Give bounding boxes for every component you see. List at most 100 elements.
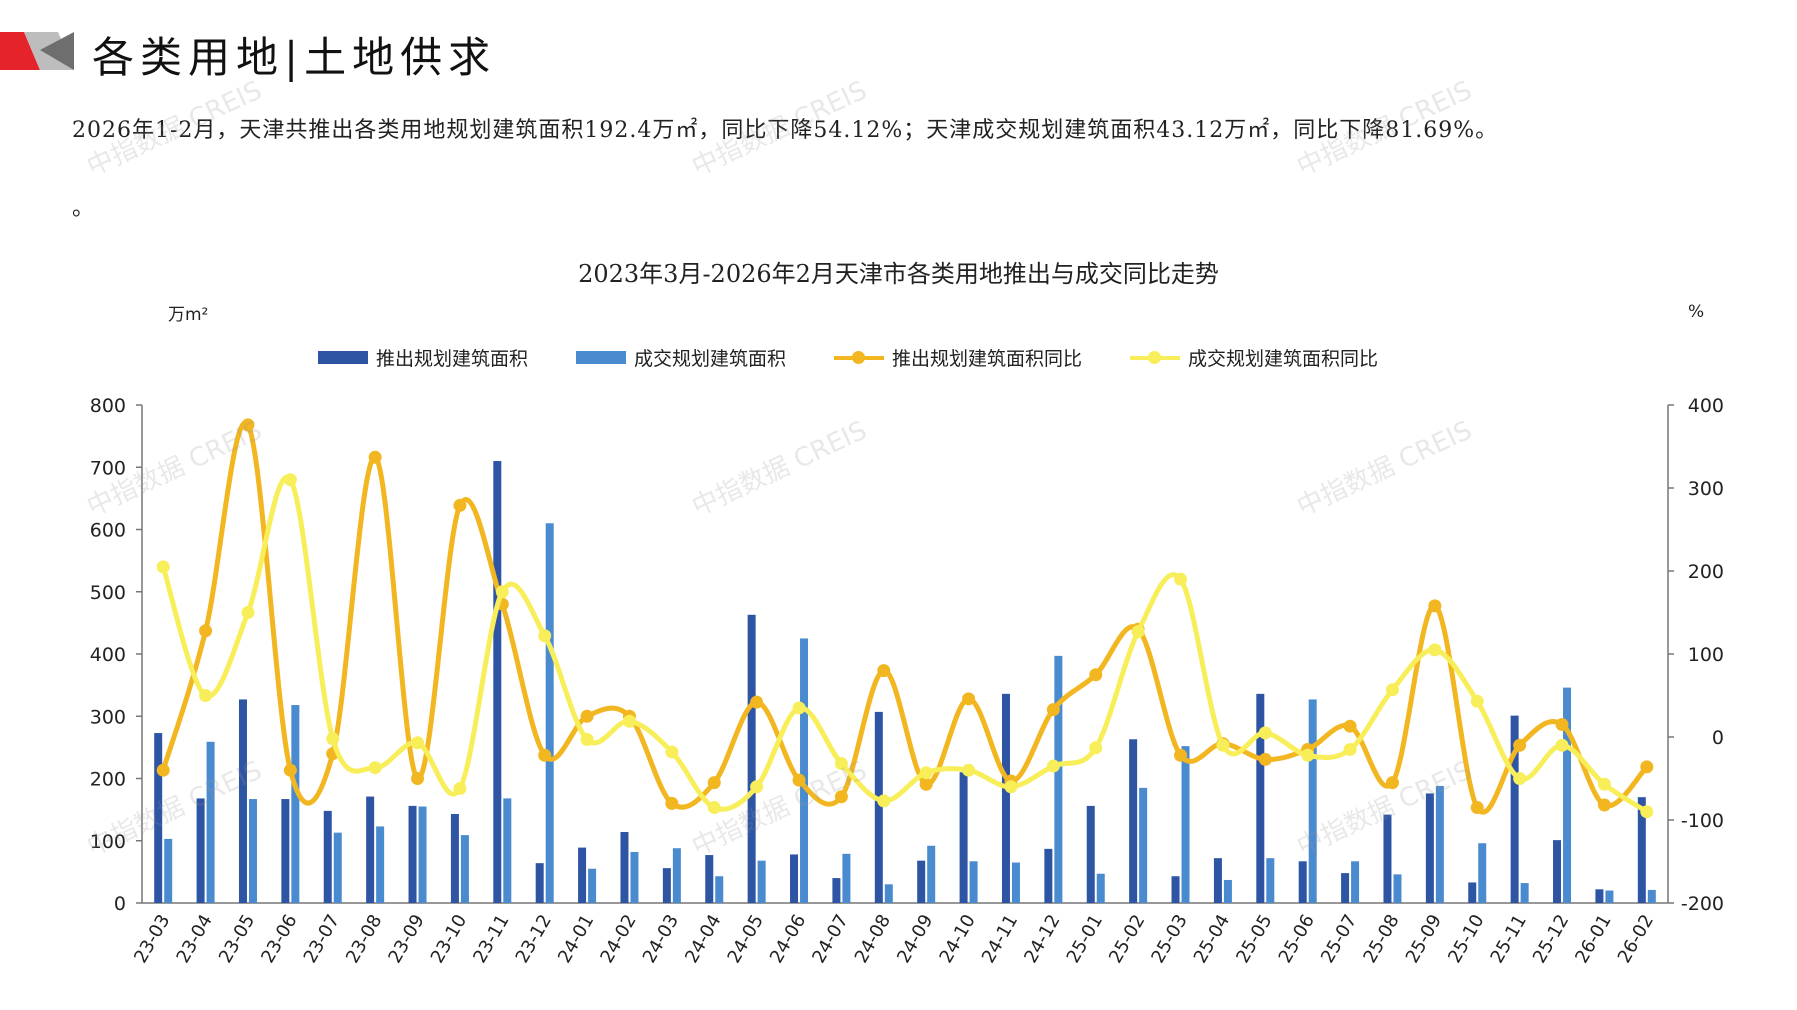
point-deal-yoy	[834, 757, 848, 771]
x-tick-label: 24-09	[893, 911, 937, 967]
legend-label-deal-area: 成交规划建筑面积	[634, 347, 787, 370]
x-tick-label: 23-07	[300, 911, 344, 967]
x-tick-label: 23-11	[469, 911, 513, 967]
bar-deal-area	[1308, 699, 1317, 903]
legend-label-deal-yoy: 成交规划建筑面积同比	[1188, 347, 1379, 370]
bar-deal-area	[418, 806, 427, 903]
point-launch-yoy	[199, 624, 213, 638]
point-launch-yoy	[750, 695, 764, 709]
x-tick-label: 24-02	[596, 911, 640, 967]
bar-launch-area	[620, 832, 629, 903]
bar-launch-area	[1086, 805, 1095, 903]
page-title: 各类用地|土地供求	[92, 33, 497, 82]
point-launch-yoy	[1343, 719, 1357, 733]
point-deal-yoy	[538, 629, 552, 643]
x-tick-label: 24-07	[808, 911, 852, 967]
legend-swatch-launch-yoy	[834, 350, 885, 364]
bar-deal-area	[884, 884, 893, 903]
point-deal-yoy	[241, 606, 255, 619]
point-deal-yoy	[622, 714, 636, 728]
point-launch-yoy	[1385, 776, 1399, 790]
x-tick-label: 23-04	[172, 911, 216, 967]
right-tick-label: 400	[1688, 395, 1724, 417]
bar-deal-area	[715, 876, 724, 903]
x-tick-label: 24-08	[851, 911, 895, 967]
bar-deal-area	[800, 638, 809, 903]
chart-legend: 推出规划建筑面积 成交规划建筑面积 推出规划建筑面积同比 成交规划建筑面积同比	[318, 344, 1378, 370]
summary-text: 2026年1-2月，天津共推出各类用地规划建筑面积192.4万㎡，同比下降54.…	[72, 118, 1499, 143]
x-tick-label: 25-11	[1487, 911, 1531, 967]
bar-deal-area	[757, 860, 766, 903]
point-deal-yoy	[283, 473, 297, 487]
x-tick-label: 25-07	[1317, 911, 1361, 967]
bar-launch-area	[1256, 693, 1265, 903]
point-launch-yoy	[1258, 752, 1272, 766]
bar-deal-area	[1011, 862, 1020, 903]
bar-launch-area	[281, 799, 290, 903]
x-tick-label: 25-04	[1190, 911, 1234, 967]
bar-launch-area	[1553, 840, 1562, 903]
legend-label-launch-area: 推出规划建筑面积	[376, 347, 529, 370]
bar-deal-area	[1181, 746, 1190, 903]
x-tick-label: 23-08	[342, 911, 386, 967]
point-deal-yoy	[1428, 643, 1442, 657]
bar-launch-area	[917, 860, 926, 903]
point-deal-yoy	[1513, 772, 1527, 785]
x-tick-label: 24-01	[554, 911, 598, 967]
bar-launch-area	[1637, 797, 1646, 903]
legend-label-launch-yoy: 推出规划建筑面积同比	[892, 347, 1083, 370]
point-deal-yoy	[1004, 780, 1018, 794]
point-launch-yoy	[962, 692, 976, 706]
bar-deal-area	[1393, 874, 1402, 903]
point-launch-yoy	[453, 498, 467, 512]
bar-deal-area	[672, 848, 681, 903]
bar-launch-area	[1129, 739, 1138, 903]
point-deal-yoy	[1216, 738, 1230, 752]
bar-deal-area	[1563, 687, 1572, 903]
point-deal-yoy	[1343, 742, 1357, 756]
x-tick-label: 24-06	[766, 911, 810, 967]
point-deal-yoy	[1385, 683, 1399, 697]
x-tick-label: 23-09	[384, 911, 428, 967]
bar-deal-area	[1223, 879, 1232, 903]
left-tick-label: 100	[90, 831, 126, 853]
bar-deal-area	[1266, 858, 1275, 903]
point-deal-yoy	[877, 794, 891, 808]
left-tick-label: 400	[90, 644, 126, 666]
x-tick-label: 25-05	[1232, 911, 1276, 967]
point-launch-yoy	[877, 664, 891, 678]
bar-launch-area	[790, 854, 799, 903]
right-tick-label: -100	[1681, 810, 1724, 832]
x-tick-label: 25-02	[1105, 911, 1149, 967]
point-deal-yoy	[1301, 748, 1315, 762]
bar-launch-area	[450, 813, 459, 903]
bar-launch-area	[874, 711, 883, 903]
bar-launch-area	[832, 878, 841, 903]
bar-launch-area	[1171, 876, 1180, 903]
bar-deal-area	[1478, 843, 1487, 903]
bar-deal-area	[842, 853, 851, 903]
point-launch-yoy	[368, 450, 382, 464]
bar-deal-area	[164, 838, 173, 903]
point-deal-yoy	[1640, 805, 1654, 819]
x-tick-label: 25-09	[1402, 911, 1446, 967]
bar-launch-area	[1001, 693, 1010, 903]
bar-launch-area	[493, 461, 502, 903]
legend-swatch-deal-area	[576, 350, 627, 364]
point-deal-yoy	[580, 732, 594, 746]
bar-launch-area	[323, 810, 332, 903]
point-deal-yoy	[1555, 738, 1569, 752]
bar-deal-area	[206, 741, 215, 903]
point-deal-yoy	[1597, 777, 1611, 791]
x-tick-label: 26-01	[1571, 911, 1615, 967]
legend-item-deal-yoy: 成交规划建筑面积同比	[1130, 344, 1378, 371]
x-tick-label: 24-12	[1020, 911, 1064, 967]
bar-deal-area	[630, 851, 639, 903]
bar-deal-area	[1520, 883, 1529, 903]
bar-deal-area	[1139, 787, 1148, 903]
point-deal-yoy	[707, 801, 721, 815]
point-launch-yoy	[241, 418, 255, 432]
point-launch-yoy	[1174, 748, 1188, 762]
x-tick-label: 25-12	[1529, 911, 1573, 967]
